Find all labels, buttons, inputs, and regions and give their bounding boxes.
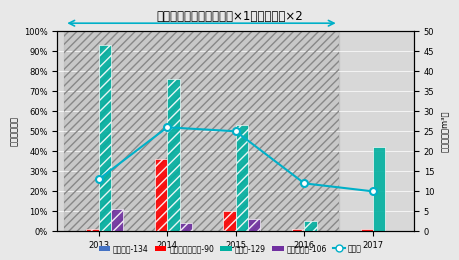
Bar — [64, 31, 338, 231]
Bar — [111, 209, 123, 231]
Bar — [86, 229, 98, 231]
Bar — [179, 223, 191, 231]
Bar — [247, 219, 260, 231]
Text: 告示濃度を超過した割合×1及び処理量×2: 告示濃度を超過した割合×1及び処理量×2 — [156, 10, 303, 23]
Bar — [360, 229, 372, 231]
Bar — [223, 211, 235, 231]
Legend: セシウム-134, ストロンチウム-90, ヨウ素-129, ルテニウム-106, 処理量: セシウム-134, ストロンチウム-90, ヨウ素-129, ルテニウム-106… — [95, 241, 364, 256]
Bar — [235, 125, 247, 231]
Bar — [98, 45, 111, 231]
Y-axis label: 超過した割合: 超過した割合 — [10, 116, 18, 146]
Bar — [372, 147, 384, 231]
Y-axis label: 処理量（万m³）: 処理量（万m³） — [439, 110, 448, 152]
Bar — [291, 229, 304, 231]
Bar — [155, 159, 167, 231]
Bar — [304, 222, 316, 231]
Bar — [167, 79, 179, 231]
Bar — [64, 31, 338, 231]
